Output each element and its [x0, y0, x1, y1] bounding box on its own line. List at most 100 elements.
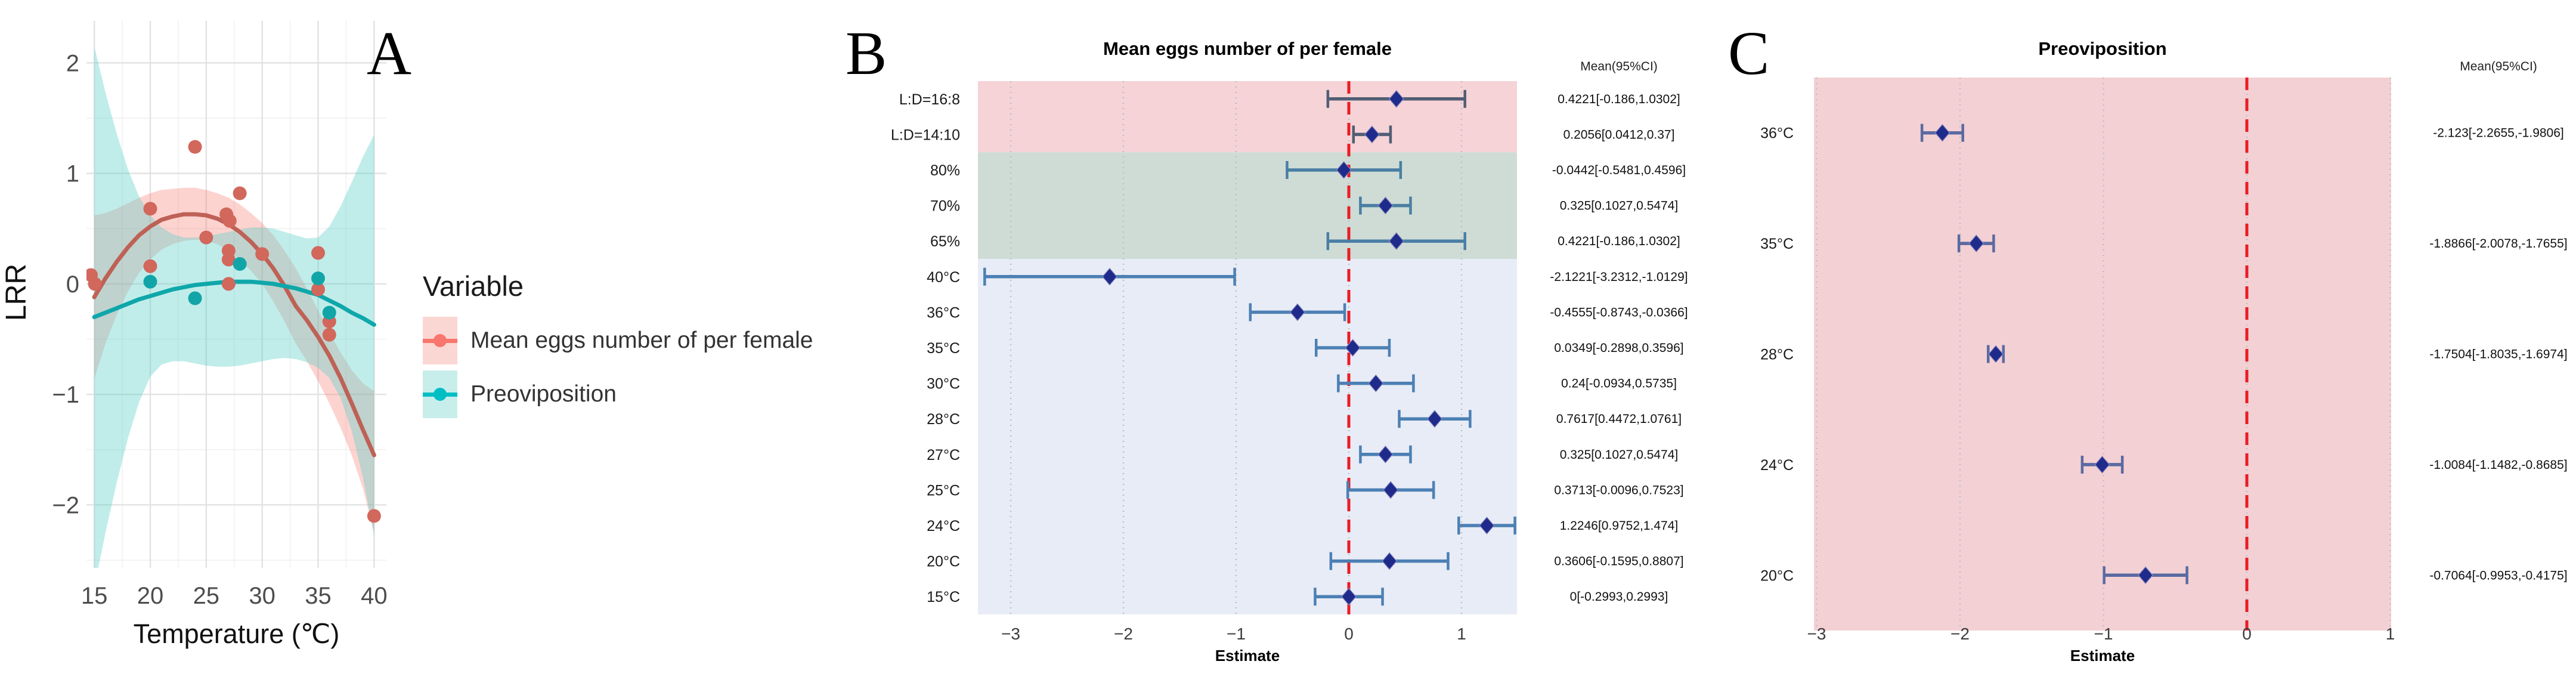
ci-value: 0.3606[-0.1595,0.8807]: [1554, 555, 1683, 568]
mean-diamond: [1388, 89, 1404, 108]
x-tick-label: 25: [193, 583, 220, 609]
ci-value: 0[-0.2993,0.2993]: [1570, 590, 1668, 604]
y-tick-label: −2: [52, 492, 79, 518]
scatter-point: [188, 140, 202, 154]
mean-diamond: [2138, 566, 2153, 585]
scatter-point: [233, 257, 247, 271]
ci-value: 0.4221[-0.186,1.0302]: [1558, 92, 1680, 106]
group-band: [1814, 78, 2391, 631]
x-tick-label: 0: [2242, 625, 2252, 643]
row-label: 80%: [930, 162, 960, 179]
panel-c-ci-header: Mean(95%CI): [2460, 60, 2537, 73]
x-tick-label: −3: [1807, 625, 1826, 643]
scatter-point: [143, 274, 157, 289]
mean-diamond: [1388, 232, 1404, 251]
ci-value: 0.7617[0.4472,1.0761]: [1556, 412, 1682, 426]
scatter-point: [221, 252, 236, 267]
scatter-point: [367, 509, 381, 523]
ci-value: -2.123[-2.2655,-1.9806]: [2433, 126, 2564, 140]
row-label: 40°C: [927, 269, 960, 286]
scatter-point: [143, 259, 157, 273]
ci-value: 0.4221[-0.186,1.0302]: [1558, 234, 1680, 248]
group-band: [978, 81, 1517, 153]
ci-value: 0.24[-0.0934,0.5735]: [1561, 377, 1677, 391]
mean-diamond: [1364, 125, 1380, 144]
ci-value: -0.0442[-0.5481,0.4596]: [1552, 163, 1686, 177]
x-tick-label: −2: [1114, 625, 1133, 643]
legend-point-icon: [434, 334, 447, 347]
row-label: 30°C: [927, 376, 960, 393]
row-label: 36°C: [927, 304, 960, 321]
x-tick-label: −3: [1001, 625, 1020, 643]
ci-value: -1.0084[-1.1482,-0.8685]: [2429, 458, 2567, 472]
mean-diamond: [1341, 588, 1357, 606]
legend-key-preoviposition-icon: [423, 370, 457, 418]
row-label: 36°C: [1760, 125, 1794, 142]
scatter-point: [311, 282, 326, 296]
mean-diamond: [1383, 481, 1398, 499]
scatter-point: [322, 305, 336, 320]
scatter-point: [222, 214, 237, 228]
x-tick-label: 1: [1457, 625, 1466, 643]
x-tick-label: 0: [1344, 625, 1354, 643]
mean-diamond: [1336, 161, 1352, 179]
y-tick-label: −1: [52, 382, 79, 408]
scatter-point: [188, 291, 202, 305]
scatter-point: [311, 271, 326, 286]
y-tick-label: 1: [66, 161, 79, 187]
mean-diamond: [1427, 410, 1442, 428]
scatter-point: [143, 202, 157, 216]
ci-value: 1.2246[0.9752,1.474]: [1560, 519, 1679, 533]
row-label: 28°C: [1760, 347, 1794, 363]
panel-b-letter: B: [846, 19, 887, 88]
panel-a-plot: 15 20 25 30 35 40 2 1 0 −1 −2: [52, 21, 388, 609]
x-tick-label: 40: [361, 583, 388, 609]
mean-diamond: [1479, 517, 1495, 534]
x-tick-label: −2: [1950, 625, 1970, 643]
ci-value: 0.325[0.1027,0.5474]: [1560, 199, 1679, 213]
row-label: 24°C: [1760, 457, 1794, 474]
ci-value: -1.7504[-1.8035,-1.6974]: [2429, 348, 2567, 361]
x-tick-label: 35: [305, 583, 332, 609]
confidence-band: [94, 187, 374, 533]
mean-diamond: [1934, 123, 1950, 142]
scatter-point: [311, 246, 326, 260]
legend-key-mean-eggs-icon: [423, 317, 457, 364]
x-tick-label: 20: [137, 583, 164, 609]
row-label: 25°C: [927, 482, 960, 499]
panel-a-layers: [86, 46, 381, 568]
row-label: L:D=16:8: [899, 91, 960, 108]
panel-c-title: Preoviposition: [2038, 38, 2167, 59]
row-label: 15°C: [927, 589, 960, 605]
mean-diamond: [2094, 455, 2110, 474]
row-label: 28°C: [927, 411, 960, 428]
panel-b-x-axis-title: Estimate: [1215, 647, 1280, 665]
legend-point-icon: [434, 388, 447, 401]
legend-title: Variable: [423, 270, 524, 302]
row-label: 27°C: [927, 447, 960, 463]
legend-item-preoviposition: Preoviposition: [423, 370, 813, 418]
ci-value: -2.1221[-3.2312,-1.0129]: [1550, 270, 1688, 284]
mean-diamond: [1368, 374, 1384, 393]
ci-value: 0.2056[0.0412,0.37]: [1563, 128, 1675, 141]
scatter-point: [199, 230, 213, 245]
x-tick-label: 30: [249, 583, 275, 609]
mean-diamond: [1988, 345, 2004, 363]
group-band: [978, 259, 1517, 614]
row-label: L:D=14:10: [891, 126, 960, 143]
confidence-band: [94, 46, 374, 568]
x-tick-label: −1: [1227, 625, 1246, 643]
panel-a-x-axis-title: Temperature (℃): [133, 619, 340, 649]
legend-label-mean-eggs: Mean eggs number of per female: [470, 327, 813, 353]
panel-a-letter: A: [367, 19, 412, 88]
x-tick-label: −1: [2094, 625, 2113, 643]
mean-diamond: [1345, 339, 1361, 357]
row-label: 35°C: [1760, 236, 1794, 252]
scatter-point: [255, 247, 270, 261]
panel-b-ci-header: Mean(95%CI): [1580, 60, 1658, 73]
mean-diamond: [1290, 303, 1305, 322]
panel-b-title: Mean eggs number of per female: [1103, 38, 1392, 59]
scatter-point: [88, 277, 102, 291]
